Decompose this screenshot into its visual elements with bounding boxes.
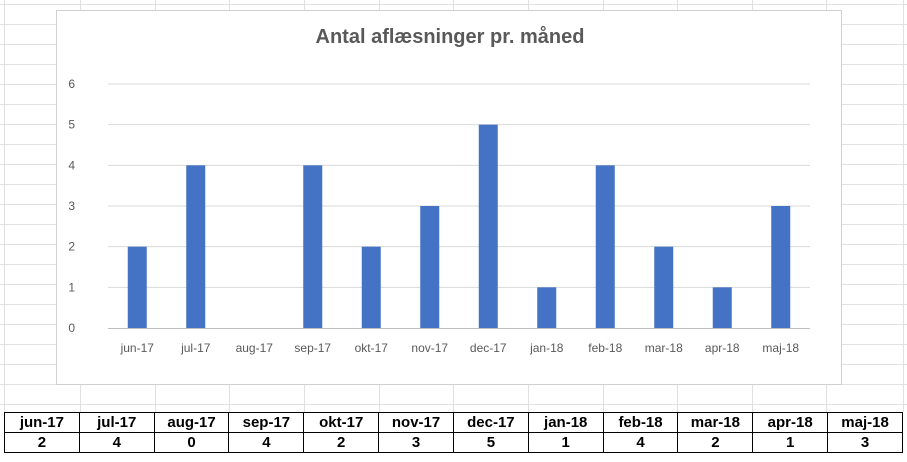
table-value-cell[interactable]: 1 bbox=[752, 432, 829, 453]
table-header-cell[interactable]: mar-18 bbox=[677, 412, 754, 433]
bar-chart: Antal aflæsninger pr. måned 0 1 2 3 4 5 6 jun-… bbox=[68, 25, 810, 355]
x-axis-ticks: jun-17 jul-17 aug-17 sep-17 okt-17 nov-17 dec-… bbox=[120, 341, 800, 355]
table-header-cell[interactable]: jun-17 bbox=[4, 412, 80, 433]
table-value-cell[interactable]: 3 bbox=[827, 432, 903, 453]
y-tick-label: 1 bbox=[68, 280, 75, 294]
table-header-cell[interactable]: okt-17 bbox=[303, 412, 380, 433]
table-header-row: jun-17 jul-17 aug-17 sep-17 okt-17 nov-17 dec-… bbox=[4, 412, 903, 433]
y-tick-label: 5 bbox=[68, 118, 75, 132]
table-value-cell[interactable]: 4 bbox=[78, 432, 155, 453]
table-value-cell[interactable]: 0 bbox=[153, 432, 230, 453]
table-header-cell[interactable]: aug-17 bbox=[153, 412, 230, 433]
x-tick-label: aug-17 bbox=[236, 341, 274, 355]
x-tick-label: okt-17 bbox=[355, 341, 389, 355]
table-header-cell[interactable]: feb-18 bbox=[602, 412, 679, 433]
bar-series bbox=[127, 124, 791, 329]
y-tick-label: 2 bbox=[68, 240, 75, 254]
table-value-cell[interactable]: 1 bbox=[527, 432, 604, 453]
x-tick-label: jun-17 bbox=[120, 341, 155, 355]
x-tick-label: nov-17 bbox=[411, 341, 448, 355]
y-tick-label: 0 bbox=[68, 321, 75, 335]
table-value-cell[interactable]: 2 bbox=[4, 432, 80, 453]
table-header-cell[interactable]: dec-17 bbox=[452, 412, 529, 433]
table-value-cell[interactable]: 2 bbox=[303, 432, 380, 453]
data-table: jun-17 jul-17 aug-17 sep-17 okt-17 nov-17 dec-… bbox=[4, 412, 903, 453]
x-tick-label: jul-17 bbox=[180, 341, 211, 355]
table-header-cell[interactable]: maj-18 bbox=[827, 412, 903, 433]
y-gridlines bbox=[108, 83, 810, 288]
table-value-cell[interactable]: 5 bbox=[452, 432, 529, 453]
chart-title: Antal aflæsninger pr. måned bbox=[316, 25, 585, 48]
x-tick-label: maj-18 bbox=[762, 341, 799, 355]
table-header-cell[interactable]: jan-18 bbox=[527, 412, 604, 433]
x-tick-label: apr-18 bbox=[705, 341, 740, 355]
chart-object[interactable]: Antal aflæsninger pr. måned 0 1 2 3 4 5 6 jun-… bbox=[56, 10, 842, 385]
bar-feb-18 bbox=[595, 165, 615, 328]
bar-mar-18 bbox=[654, 246, 674, 328]
table-header-cell[interactable]: nov-17 bbox=[378, 412, 454, 433]
x-tick-label: jan-18 bbox=[529, 341, 564, 355]
bar-okt-17 bbox=[361, 246, 381, 328]
table-header-cell[interactable]: apr-18 bbox=[752, 412, 829, 433]
y-tick-label: 6 bbox=[68, 77, 75, 91]
x-tick-label: feb-18 bbox=[588, 341, 622, 355]
x-tick-label: sep-17 bbox=[294, 341, 331, 355]
x-tick-label: mar-18 bbox=[645, 341, 683, 355]
y-tick-label: 4 bbox=[68, 158, 75, 172]
bar-nov-17 bbox=[420, 206, 440, 328]
table-header-cell[interactable]: jul-17 bbox=[78, 412, 155, 433]
bar-jul-17 bbox=[186, 165, 206, 328]
table-value-cell[interactable]: 3 bbox=[378, 432, 454, 453]
table-value-cell[interactable]: 2 bbox=[677, 432, 754, 453]
table-value-cell[interactable]: 4 bbox=[602, 432, 679, 453]
bar-apr-18 bbox=[712, 287, 732, 328]
table-header-cell[interactable]: sep-17 bbox=[228, 412, 305, 433]
bar-dec-17 bbox=[478, 124, 498, 329]
x-tick-label: dec-17 bbox=[470, 341, 507, 355]
bar-sep-17 bbox=[303, 165, 323, 328]
table-value-cell[interactable]: 4 bbox=[228, 432, 305, 453]
bar-maj-18 bbox=[771, 206, 791, 328]
y-axis-ticks: 0 1 2 3 4 5 6 bbox=[68, 77, 75, 335]
bar-jun-17 bbox=[127, 246, 147, 328]
bar-jan-18 bbox=[537, 287, 557, 328]
y-tick-label: 3 bbox=[68, 199, 75, 213]
